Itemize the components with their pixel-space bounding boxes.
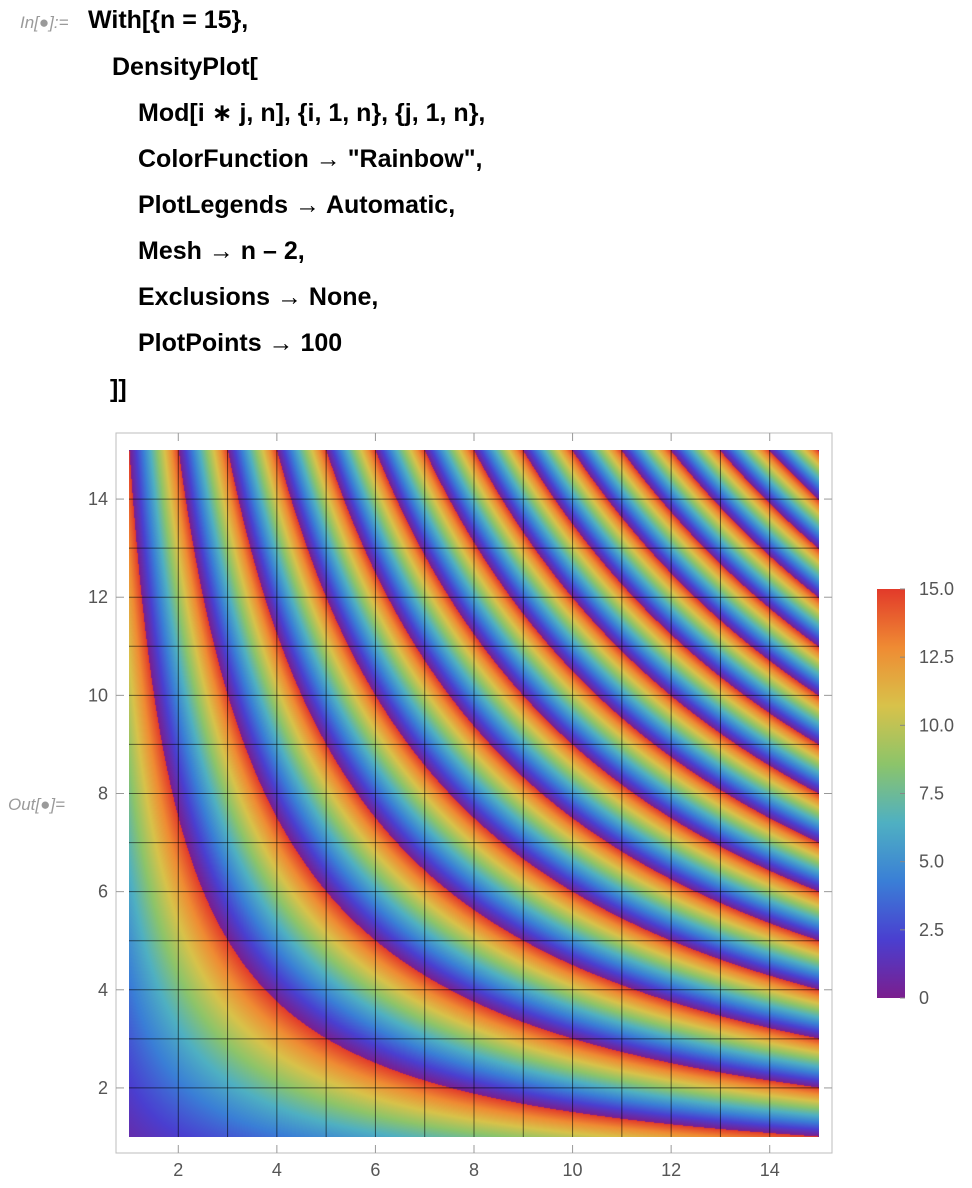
output-prompt-label: Out[●]= bbox=[8, 795, 66, 814]
x-axis-ticks: 2 4 6 8 10 12 14 bbox=[173, 433, 780, 1180]
legend-tick-label: 5.0 bbox=[919, 852, 944, 872]
legend-tick-label: 12.5 bbox=[919, 647, 954, 667]
input-prompt-label: In[●]:= bbox=[20, 13, 69, 32]
mesh-lines bbox=[129, 450, 819, 1137]
legend-tick-label: 0 bbox=[919, 988, 929, 1008]
y-tick-label: 2 bbox=[98, 1078, 108, 1098]
legend-tick-label: 15.0 bbox=[919, 579, 954, 599]
x-tick-label: 8 bbox=[469, 1160, 479, 1180]
y-tick-label: 10 bbox=[88, 685, 108, 705]
y-tick-label: 14 bbox=[88, 489, 108, 509]
code-line: ]] bbox=[110, 375, 127, 403]
code-line: Mod[i ∗ j, n], {i, 1, n}, {j, 1, n}, bbox=[138, 99, 486, 127]
color-legend-labels: 0 2.5 5.0 7.5 10.0 12.5 15.0 bbox=[900, 579, 954, 1008]
code-line: DensityPlot[ bbox=[112, 53, 258, 81]
legend-tick-label: 7.5 bbox=[919, 784, 944, 804]
x-tick-label: 14 bbox=[760, 1160, 780, 1180]
legend-tick-label: 10.0 bbox=[919, 715, 954, 735]
x-tick-label: 10 bbox=[563, 1160, 583, 1180]
y-tick-label: 8 bbox=[98, 784, 108, 804]
y-axis-ticks: 2 4 6 8 10 12 14 bbox=[88, 489, 832, 1098]
x-tick-label: 12 bbox=[661, 1160, 681, 1180]
x-tick-label: 4 bbox=[272, 1160, 282, 1180]
code-line: PlotLegends → Automatic, bbox=[138, 191, 456, 219]
code-line: PlotPoints → 100 bbox=[138, 329, 343, 357]
code-line: Exclusions → None, bbox=[138, 283, 379, 311]
code-line: Mesh → n – 2, bbox=[138, 237, 305, 265]
legend-tick-label: 2.5 bbox=[919, 920, 944, 940]
x-tick-label: 6 bbox=[370, 1160, 380, 1180]
code-line: ColorFunction → "Rainbow", bbox=[138, 145, 483, 173]
y-tick-label: 12 bbox=[88, 587, 108, 607]
x-tick-label: 2 bbox=[173, 1160, 183, 1180]
code-line: With[{n = 15}, bbox=[88, 6, 249, 34]
y-tick-label: 6 bbox=[98, 882, 108, 902]
y-tick-label: 4 bbox=[98, 980, 108, 1000]
